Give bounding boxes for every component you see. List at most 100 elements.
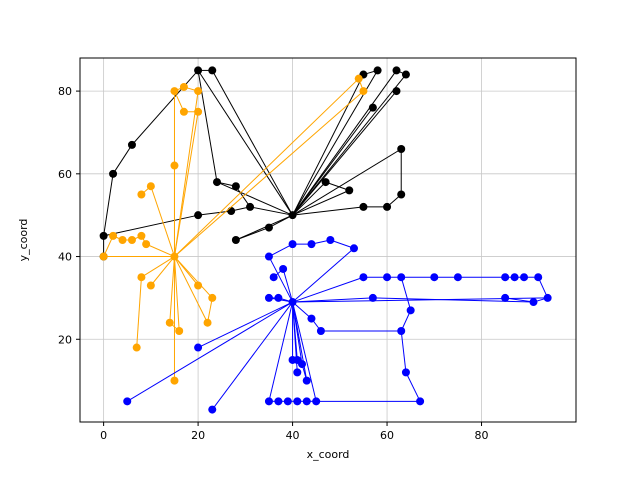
black-network-point bbox=[99, 231, 108, 240]
blue-network-edge bbox=[268, 256, 294, 303]
blue-network-point bbox=[293, 397, 302, 406]
orange-network-point bbox=[170, 87, 179, 96]
blue-network-edge bbox=[400, 330, 407, 373]
black-network-point bbox=[127, 140, 136, 149]
plot-border bbox=[79, 57, 577, 423]
blue-network-point bbox=[520, 273, 529, 282]
blue-network-point bbox=[302, 397, 311, 406]
blue-network-point bbox=[288, 240, 297, 249]
orange-network-point bbox=[170, 376, 179, 385]
black-network-edge bbox=[112, 144, 133, 175]
orange-network-edge bbox=[150, 186, 175, 257]
orange-network-point bbox=[165, 318, 174, 327]
blue-network-edge bbox=[405, 372, 421, 402]
blue-network-point bbox=[397, 327, 406, 335]
black-network-edge bbox=[292, 74, 364, 216]
orange-network-edge bbox=[169, 256, 175, 323]
black-network-edge bbox=[249, 206, 293, 216]
blue-network-point bbox=[298, 360, 307, 369]
orange-network-point bbox=[137, 273, 146, 282]
black-network-edge bbox=[235, 214, 293, 241]
orange-network-point bbox=[179, 82, 188, 91]
orange-network-point bbox=[109, 231, 118, 240]
blue-network-point bbox=[274, 293, 283, 302]
orange-network-point bbox=[142, 240, 151, 249]
black-network-edge bbox=[292, 148, 402, 216]
black-network-point bbox=[109, 169, 118, 178]
black-network-edge bbox=[216, 181, 293, 216]
black-network-point bbox=[321, 178, 330, 187]
black-network-edge bbox=[211, 70, 294, 216]
blue-network-point bbox=[288, 298, 297, 307]
blue-network-point bbox=[501, 273, 510, 282]
y-tick-label: 60 bbox=[58, 168, 72, 181]
black-network-edge bbox=[268, 214, 293, 229]
blue-network-point bbox=[312, 397, 321, 406]
orange-network-point bbox=[146, 281, 155, 290]
black-network-point bbox=[368, 103, 377, 112]
blue-network-point bbox=[293, 368, 302, 377]
orange-network-edge bbox=[174, 256, 208, 323]
orange-network-edge bbox=[136, 277, 142, 348]
black-network-edge bbox=[292, 70, 397, 216]
orange-network-point bbox=[118, 236, 127, 244]
blue-network-edge bbox=[400, 277, 412, 311]
black-network-edge bbox=[325, 181, 350, 191]
black-network-point bbox=[194, 211, 203, 220]
black-network-point bbox=[383, 202, 392, 211]
blue-network-edge bbox=[268, 301, 294, 402]
blue-network-edge bbox=[292, 301, 308, 381]
blue-network-edge bbox=[292, 301, 312, 319]
blue-network-point bbox=[359, 273, 368, 282]
black-network-edge bbox=[235, 227, 270, 241]
y-tick-label: 80 bbox=[58, 85, 72, 98]
black-network-point bbox=[373, 66, 382, 75]
black-network-point bbox=[208, 66, 217, 75]
black-network-point bbox=[246, 202, 255, 211]
blue-network-point bbox=[529, 298, 538, 307]
black-network-point bbox=[392, 87, 401, 96]
black-network-point bbox=[345, 186, 354, 195]
orange-network-point bbox=[132, 343, 141, 352]
blue-network-point bbox=[368, 293, 377, 302]
y-axis-label: y_coord bbox=[17, 219, 30, 262]
orange-network-point bbox=[99, 252, 108, 261]
black-network-point bbox=[212, 178, 221, 187]
blue-network-edge bbox=[292, 276, 364, 303]
blue-network-edge bbox=[126, 301, 293, 402]
orange-network-point bbox=[127, 236, 136, 244]
black-network-point bbox=[288, 211, 297, 220]
blue-network-point bbox=[406, 306, 415, 315]
black-network-point bbox=[231, 236, 240, 244]
blue-network-point bbox=[194, 343, 203, 352]
black-network-point bbox=[401, 70, 410, 79]
x-tick-label: 60 bbox=[380, 429, 394, 442]
blue-network-point bbox=[269, 273, 278, 282]
black-network-point bbox=[231, 182, 240, 191]
blue-network-point bbox=[534, 273, 543, 282]
blue-network-point bbox=[510, 273, 519, 282]
orange-network-edge bbox=[174, 90, 364, 257]
blue-network-edge bbox=[268, 243, 293, 257]
black-network-edge bbox=[197, 70, 293, 216]
blue-network-edge bbox=[211, 301, 293, 410]
blue-network-point bbox=[283, 397, 292, 406]
orange-network-edge bbox=[141, 256, 175, 278]
blue-network-point bbox=[453, 273, 462, 282]
blue-network-point bbox=[501, 293, 510, 302]
black-network-edge bbox=[292, 74, 407, 216]
orange-network-edge bbox=[173, 256, 180, 332]
blue-network-point bbox=[397, 273, 406, 282]
x-tick-label: 80 bbox=[475, 429, 489, 442]
blue-network-point bbox=[123, 397, 132, 406]
orange-network-point bbox=[208, 293, 217, 302]
x-tick-label: 20 bbox=[191, 429, 205, 442]
orange-network-edge bbox=[174, 78, 360, 257]
blue-network-point bbox=[307, 314, 316, 323]
blue-network-point bbox=[264, 293, 273, 302]
blue-network-point bbox=[401, 368, 410, 377]
black-network-edge bbox=[292, 90, 397, 216]
orange-network-point bbox=[175, 327, 184, 335]
blue-network-point bbox=[274, 397, 283, 406]
